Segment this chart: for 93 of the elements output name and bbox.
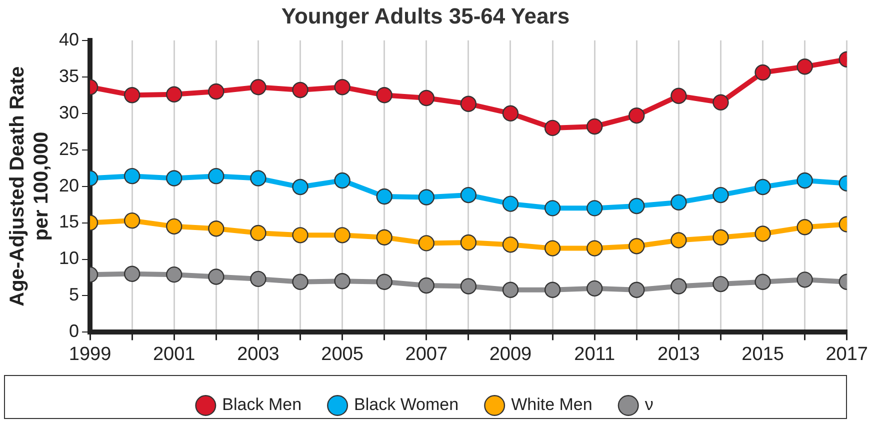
- point: [166, 218, 182, 235]
- point: [124, 212, 140, 229]
- x-tick-label: 2013: [658, 344, 700, 365]
- point: [754, 226, 771, 242]
- point: [292, 82, 308, 98]
- point: [754, 64, 771, 81]
- legend-label: White Men: [511, 395, 592, 414]
- point: [502, 282, 519, 298]
- y-tick-label: 25: [58, 138, 80, 159]
- point: [628, 107, 645, 124]
- x-tick-label: 2015: [742, 344, 784, 365]
- y-tick-label: 10: [58, 248, 80, 268]
- y-tick-label: 30: [58, 102, 80, 122]
- point: [250, 78, 266, 96]
- point: [670, 232, 687, 248]
- legend-label: ν: [644, 395, 654, 414]
- point: [712, 186, 729, 204]
- y-tick-label: 15: [58, 212, 80, 232]
- chart-title: Younger Adults 35-64 Years: [281, 3, 570, 28]
- point: [502, 236, 519, 253]
- point: [334, 227, 350, 244]
- point: [418, 189, 434, 206]
- point: [586, 118, 603, 135]
- point: [250, 270, 266, 288]
- x-tick-label: 1999: [68, 344, 112, 365]
- point: [418, 277, 434, 294]
- point: [124, 168, 140, 184]
- point: [796, 172, 813, 189]
- point: [796, 219, 813, 236]
- point: [502, 105, 519, 122]
- x-tick-label: 2017: [826, 344, 868, 365]
- point: [670, 194, 687, 210]
- y-tick-label: 35: [58, 66, 80, 86]
- y-tick-label: 5: [69, 284, 80, 305]
- x-tick-label: 2011: [574, 344, 616, 365]
- point: [418, 235, 434, 252]
- point: [628, 198, 645, 214]
- point: [208, 268, 224, 285]
- point: [586, 280, 603, 297]
- point: [712, 276, 729, 292]
- x-tick-label: 2007: [405, 344, 448, 365]
- point: [208, 168, 224, 184]
- point: [376, 87, 392, 104]
- point: [628, 282, 645, 298]
- y-tick-label: 20: [58, 175, 80, 196]
- point: [460, 186, 477, 204]
- point: [586, 200, 603, 216]
- point: [334, 78, 350, 96]
- x-tick-label: 2009: [489, 344, 532, 365]
- point: [544, 282, 561, 298]
- point: [376, 188, 392, 205]
- point: [292, 274, 308, 290]
- point: [334, 273, 350, 290]
- point: [166, 170, 182, 186]
- point: [754, 178, 771, 196]
- x-tick-label: 2003: [237, 344, 280, 365]
- point: [712, 229, 729, 246]
- point: [754, 274, 771, 290]
- y-tick-label: 40: [58, 29, 80, 50]
- point: [376, 229, 392, 246]
- point: [670, 278, 687, 294]
- point: [670, 88, 687, 104]
- point: [376, 274, 392, 290]
- point: [334, 172, 350, 189]
- point: [208, 220, 224, 237]
- legend-label: Black Women: [354, 395, 459, 414]
- point: [502, 196, 519, 212]
- point: [208, 83, 224, 100]
- x-tick-label: 2001: [152, 344, 196, 365]
- point: [586, 240, 603, 256]
- point: [460, 96, 477, 112]
- point: [418, 90, 434, 106]
- legend-label: Black Men: [222, 395, 302, 414]
- point: [292, 178, 308, 196]
- point: [166, 266, 182, 283]
- point: [460, 278, 477, 294]
- point: [796, 272, 813, 288]
- point: [250, 170, 266, 186]
- point: [796, 58, 813, 75]
- point: [124, 266, 140, 282]
- point: [544, 240, 561, 256]
- point: [712, 94, 729, 111]
- y-tick-label: 0: [69, 321, 80, 342]
- point: [544, 200, 561, 216]
- point: [544, 120, 561, 136]
- x-tick-label: 2005: [321, 344, 364, 365]
- point: [166, 86, 182, 102]
- y-axis-title: Age-Adjusted Death Rate per 100,000: [6, 66, 53, 306]
- point: [292, 227, 308, 244]
- point: [250, 224, 266, 242]
- point: [628, 238, 645, 254]
- point: [124, 87, 140, 104]
- point: [460, 234, 477, 251]
